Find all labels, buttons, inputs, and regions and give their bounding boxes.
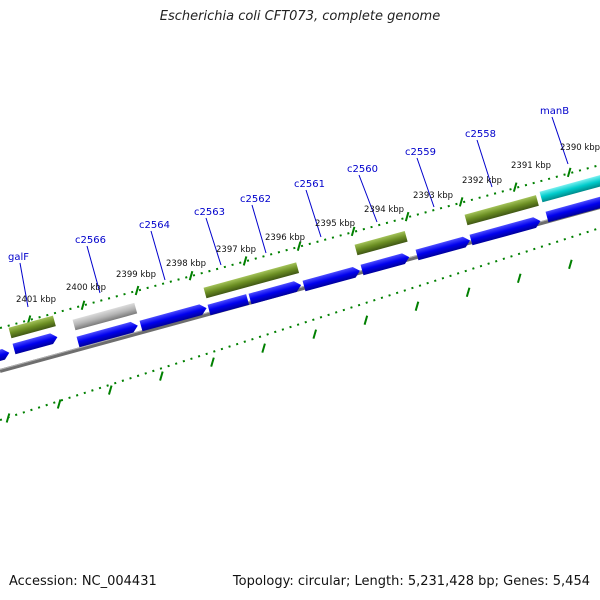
major-tick-mark xyxy=(458,197,464,207)
kbp-position-label: 2401 kbp xyxy=(16,295,56,305)
major-tick-mark xyxy=(568,259,573,270)
gene-feature-blue[interactable] xyxy=(207,294,250,316)
kbp-position-label: 2397 kbp xyxy=(216,245,256,255)
gene-label-leader xyxy=(205,217,222,266)
feature-labels: galF c2566 c2564 c2563 c2562 c2561 c2560 c2559 c… xyxy=(8,106,600,308)
gene-label[interactable]: manB xyxy=(540,106,569,117)
major-tick-mark xyxy=(80,300,86,311)
major-tick-mark xyxy=(188,270,194,281)
major-tick-mark xyxy=(350,226,356,237)
gene-label-leader xyxy=(251,204,267,254)
gene-label[interactable]: c2564 xyxy=(139,220,170,231)
kbp-position-label: 2399 kbp xyxy=(116,270,156,280)
gene-label-leader xyxy=(416,157,435,208)
major-tick-mark xyxy=(296,241,302,251)
gene-label[interactable]: c2560 xyxy=(347,164,378,175)
gene-label[interactable]: c2558 xyxy=(465,129,496,140)
major-ticks xyxy=(5,167,573,423)
kbp-position-label: 2395 kbp xyxy=(315,219,355,229)
major-tick-mark xyxy=(414,301,420,311)
accession-label: Accession: NC_004431 xyxy=(9,574,157,589)
major-tick-mark xyxy=(56,399,62,409)
major-tick-mark xyxy=(5,413,11,423)
gene-label-leader xyxy=(86,245,101,294)
kbp-position-label: 2398 kbp xyxy=(166,259,206,269)
gene-label-leader xyxy=(358,174,378,223)
major-tick-mark xyxy=(312,329,318,339)
major-tick-mark xyxy=(261,343,266,353)
major-tick-mark xyxy=(512,182,518,192)
major-tick-mark xyxy=(159,371,164,381)
kbp-position-label: 2392 kbp xyxy=(462,176,502,186)
gene-label-leader xyxy=(305,189,322,238)
gene-features xyxy=(0,173,600,364)
gene-feature-gray[interactable] xyxy=(72,302,138,331)
gene-label-leader xyxy=(551,116,569,165)
kbp-position-label: 2390 kbp xyxy=(560,143,600,153)
kbp-position-label: 2400 kbp xyxy=(66,283,106,293)
gene-label-leader xyxy=(150,230,166,281)
gene-feature-olive[interactable] xyxy=(354,230,408,256)
gene-label[interactable]: c2559 xyxy=(405,147,436,158)
inner-tick-track xyxy=(0,227,600,421)
gene-feature-blue[interactable] xyxy=(545,193,600,223)
gene-label[interactable]: galF xyxy=(8,252,29,263)
major-tick-mark xyxy=(516,273,522,284)
gene-feature-olive[interactable] xyxy=(464,195,539,226)
map-title: Escherichia coli CFT073, complete genome xyxy=(159,9,441,24)
kbp-position-label: 2393 kbp xyxy=(413,191,453,201)
genome-summary: Topology: circular; Length: 5,231,428 bp… xyxy=(232,574,590,589)
major-tick-mark xyxy=(242,256,248,266)
gene-label[interactable]: c2566 xyxy=(75,235,106,246)
major-tick-mark xyxy=(465,287,471,298)
gene-label-leader xyxy=(476,139,493,188)
gene-feature-blue[interactable] xyxy=(302,265,362,292)
gene-feature-olive[interactable] xyxy=(8,315,56,339)
kbp-position-label: 2396 kbp xyxy=(265,233,305,243)
major-tick-mark xyxy=(210,357,215,367)
gene-label-leader xyxy=(19,262,29,308)
gene-label[interactable]: c2562 xyxy=(240,194,271,205)
major-tick-mark xyxy=(363,315,369,325)
major-tick-mark xyxy=(134,285,140,296)
gene-feature-blue[interactable] xyxy=(248,280,303,305)
gene-label[interactable]: c2561 xyxy=(294,179,325,190)
gene-feature-olive[interactable] xyxy=(203,262,300,299)
kbp-position-label: 2391 kbp xyxy=(511,161,551,171)
gene-feature-blue[interactable] xyxy=(415,235,472,261)
gene-feature-blue[interactable] xyxy=(76,320,140,348)
major-tick-mark xyxy=(107,385,113,395)
kbp-position-label: 2394 kbp xyxy=(364,205,404,215)
gene-feature-blue[interactable] xyxy=(0,347,11,364)
gene-feature-blue[interactable] xyxy=(139,303,208,332)
major-tick-mark xyxy=(566,167,572,178)
gene-feature-blue[interactable] xyxy=(469,216,542,246)
gene-feature-blue[interactable] xyxy=(12,332,59,355)
gene-feature-blue[interactable] xyxy=(360,252,411,276)
major-tick-mark xyxy=(404,211,410,222)
gene-feature-cyan[interactable] xyxy=(539,173,600,203)
gene-label[interactable]: c2563 xyxy=(194,207,225,218)
